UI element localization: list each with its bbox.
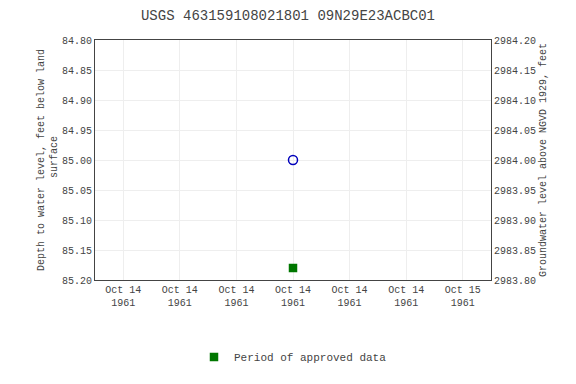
svg-text:2983.85: 2983.85: [494, 246, 536, 257]
svg-text:2984.05: 2984.05: [494, 126, 536, 137]
svg-text:2984.00: 2984.00: [494, 156, 536, 167]
svg-text:2984.20: 2984.20: [494, 36, 536, 47]
svg-text:2983.90: 2983.90: [494, 216, 536, 227]
svg-text:84.85: 84.85: [62, 66, 92, 77]
svg-text:USGS 463159108021801 09N29E23A: USGS 463159108021801 09N29E23ACBC01: [141, 8, 435, 24]
svg-text:85.05: 85.05: [62, 186, 92, 197]
svg-text:85.00: 85.00: [62, 156, 92, 167]
svg-text:Oct 141961: Oct 141961: [218, 285, 254, 309]
svg-text:2983.95: 2983.95: [494, 186, 536, 197]
svg-text:85.10: 85.10: [62, 216, 92, 227]
svg-text:Oct 141961: Oct 141961: [105, 285, 141, 309]
svg-text:Depth to water level, feet bel: Depth to water level, feet below land su…: [36, 49, 60, 271]
svg-text:84.95: 84.95: [62, 126, 92, 137]
svg-text:85.15: 85.15: [62, 246, 92, 257]
svg-text:Groundwater level above NGVD 1: Groundwater level above NGVD 1929, feet: [538, 43, 549, 277]
svg-text:Oct 141961: Oct 141961: [388, 285, 424, 309]
svg-text:Oct 141961: Oct 141961: [275, 285, 311, 309]
svg-text:2984.10: 2984.10: [494, 96, 536, 107]
svg-text:Oct 141961: Oct 141961: [332, 285, 368, 309]
svg-text:84.80: 84.80: [62, 36, 92, 47]
svg-text:85.20: 85.20: [62, 276, 92, 287]
svg-text:Oct 141961: Oct 141961: [162, 285, 198, 309]
svg-text:84.90: 84.90: [62, 96, 92, 107]
svg-text:2983.80: 2983.80: [494, 276, 536, 287]
svg-text:Oct 151961: Oct 151961: [445, 285, 481, 309]
svg-text:Period of approved data: Period of approved data: [234, 352, 386, 364]
svg-text:2984.15: 2984.15: [494, 66, 536, 77]
